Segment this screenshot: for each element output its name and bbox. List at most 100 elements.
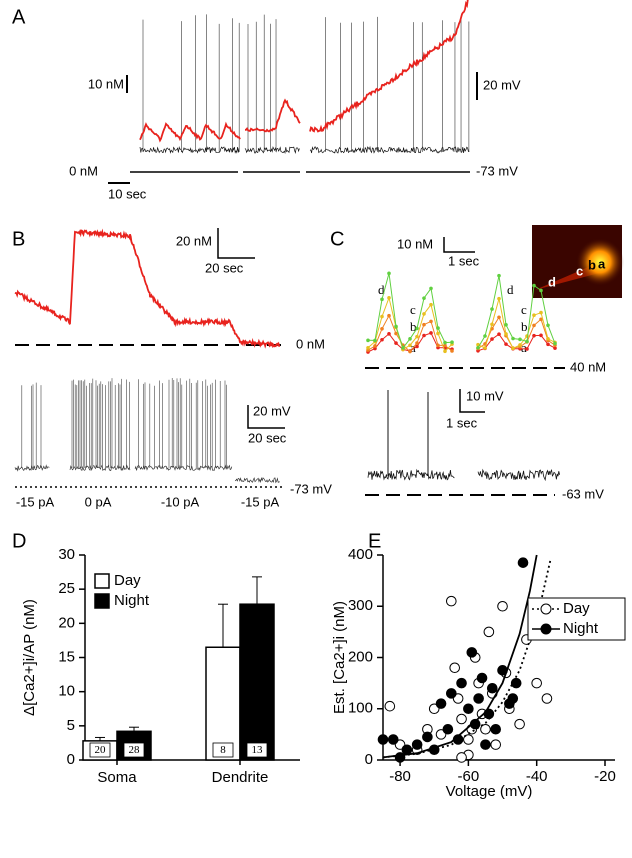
calcium-point — [532, 283, 536, 288]
calcium-point — [497, 332, 501, 336]
calcium-point — [504, 322, 508, 327]
y-axis-label: Est. [Ca2+]i (nM) — [331, 601, 348, 714]
calcium-point — [380, 314, 384, 319]
calcium-point — [380, 337, 384, 342]
calcium-point — [415, 334, 419, 339]
scale-label: 10 nM — [397, 236, 433, 251]
y-axis-label: Δ[Ca2+]i/AP (nM) — [21, 599, 38, 716]
x-axis-label: Voltage (mV) — [446, 783, 533, 800]
scale-label: 10 nM — [88, 76, 124, 91]
y-tick-label: 25 — [58, 580, 75, 597]
legend-label: Day — [563, 600, 590, 617]
calcium-point — [436, 343, 440, 348]
calcium-point — [387, 332, 391, 336]
calcium-point — [504, 332, 508, 336]
calcium-point — [476, 345, 480, 350]
voltage-trace — [309, 145, 470, 154]
scale-label: 20 sec — [205, 260, 244, 275]
inset-label: d — [548, 274, 556, 289]
point — [463, 734, 474, 745]
point — [422, 731, 433, 743]
calcium-point — [518, 343, 522, 347]
point — [486, 682, 498, 694]
calcium-point — [546, 336, 550, 341]
calcium-point — [539, 288, 543, 293]
calcium-point — [401, 346, 405, 350]
point — [490, 739, 502, 750]
calcium-point — [450, 349, 454, 353]
trace-label: c — [521, 302, 527, 317]
point — [497, 600, 508, 612]
point — [411, 739, 423, 750]
calcium-point — [429, 331, 433, 335]
panel-label: A — [12, 6, 26, 28]
y-tick-label: 0 — [365, 751, 373, 768]
calcium-point — [546, 342, 550, 347]
scale-label: 10 sec — [108, 186, 147, 201]
calcium-point — [366, 346, 370, 350]
scale-label: 10 mV — [466, 388, 504, 403]
trace-label: d — [378, 282, 385, 297]
calcium-point — [422, 312, 426, 316]
step-label: 0 pA — [85, 494, 112, 509]
calcium-point — [373, 338, 377, 343]
x-tick-label: Dendrite — [212, 769, 269, 786]
point — [480, 723, 491, 735]
scale-label: 20 nM — [176, 233, 212, 248]
n-box — [89, 742, 111, 758]
calcium-point — [394, 324, 398, 329]
baseline-label: 40 nM — [570, 359, 606, 374]
calcium-point — [415, 341, 419, 345]
x-tick-label: -20 — [594, 768, 616, 785]
calcium-point — [532, 313, 536, 318]
point — [384, 700, 396, 712]
y-tick-label: 0 — [67, 751, 75, 768]
voltage-trace — [477, 468, 560, 482]
calcium-point — [532, 323, 536, 328]
point — [387, 734, 399, 745]
calcium-point — [443, 343, 447, 348]
scale-bar — [459, 389, 485, 413]
scale-label: 1 sec — [448, 253, 480, 268]
voltage-trace — [367, 468, 455, 481]
calcium-point — [511, 346, 515, 351]
calcium-point — [387, 271, 391, 276]
trace-label: a — [521, 340, 527, 355]
calcium-point — [415, 326, 419, 331]
calcium-point — [422, 333, 426, 338]
y-tick-label: 30 — [58, 546, 75, 563]
scale-label: 20 sec — [248, 430, 287, 445]
panel-label: D — [12, 530, 26, 552]
calcium-point — [436, 326, 440, 330]
calcium-point — [373, 344, 377, 348]
point — [446, 688, 457, 699]
calcium-point — [408, 343, 412, 348]
point — [456, 752, 467, 763]
calcium-point — [490, 337, 494, 341]
calcium-point — [539, 333, 543, 338]
voltage-trace — [234, 476, 280, 484]
scale-label: 20 mV — [253, 403, 291, 418]
calcium-point — [539, 310, 543, 315]
calcium-point — [422, 296, 426, 300]
calcium-point — [490, 322, 494, 327]
calcium-trace — [477, 298, 556, 350]
calcium-point — [394, 341, 398, 345]
scale-bar — [217, 228, 255, 259]
n-label: 8 — [220, 744, 226, 756]
point — [446, 595, 457, 607]
calcium-point — [497, 315, 501, 320]
step-label: -10 pA — [161, 494, 200, 509]
x-tick-label: -60 — [458, 768, 480, 785]
point — [377, 734, 389, 745]
point — [483, 626, 495, 638]
trace-label: b — [521, 319, 528, 334]
baseline-label: -63 mV — [562, 486, 604, 501]
calcium-point — [373, 346, 377, 351]
calcium-point — [380, 297, 384, 302]
y-tick-label: 400 — [348, 546, 373, 563]
calcium-point — [553, 341, 557, 346]
calcium-point — [553, 346, 557, 350]
point — [514, 718, 525, 730]
